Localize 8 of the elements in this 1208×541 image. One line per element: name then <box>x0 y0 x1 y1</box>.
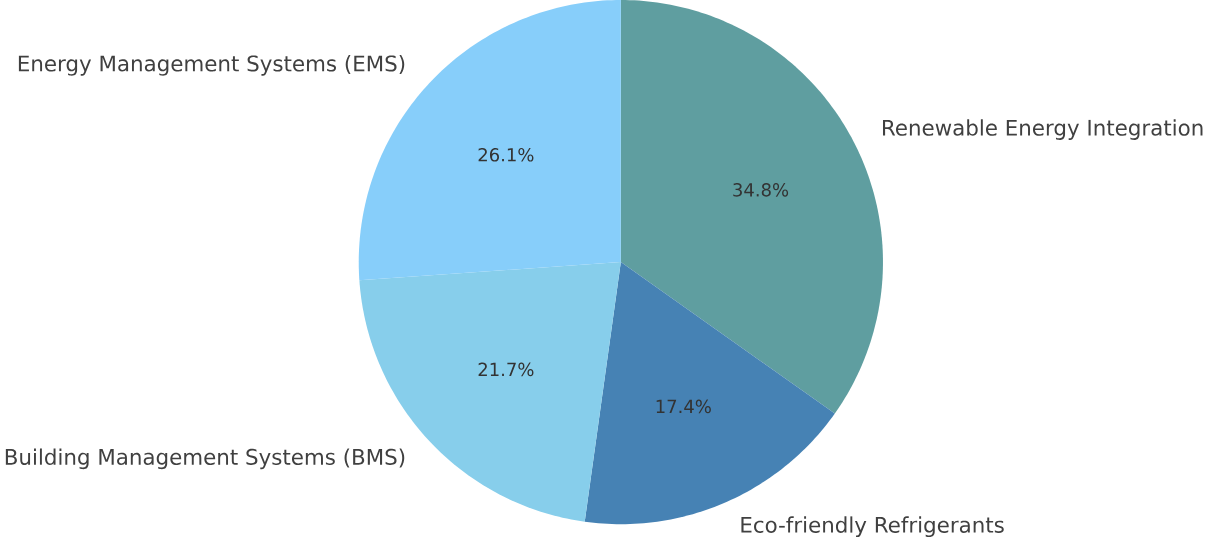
slice-label: Eco-friendly Refrigerants <box>741 516 1004 538</box>
slice-label: Renewable Energy Integration <box>883 119 1203 141</box>
data-label: 34.8% <box>733 183 789 197</box>
data-label: 26.1% <box>478 148 534 162</box>
slice-label: Building Management Systems (BMS) <box>5 448 405 470</box>
slice-label: Energy Management Systems (EMS) <box>18 55 405 76</box>
data-label: 17.4% <box>656 399 711 414</box>
data-label: 21.7% <box>478 362 534 377</box>
